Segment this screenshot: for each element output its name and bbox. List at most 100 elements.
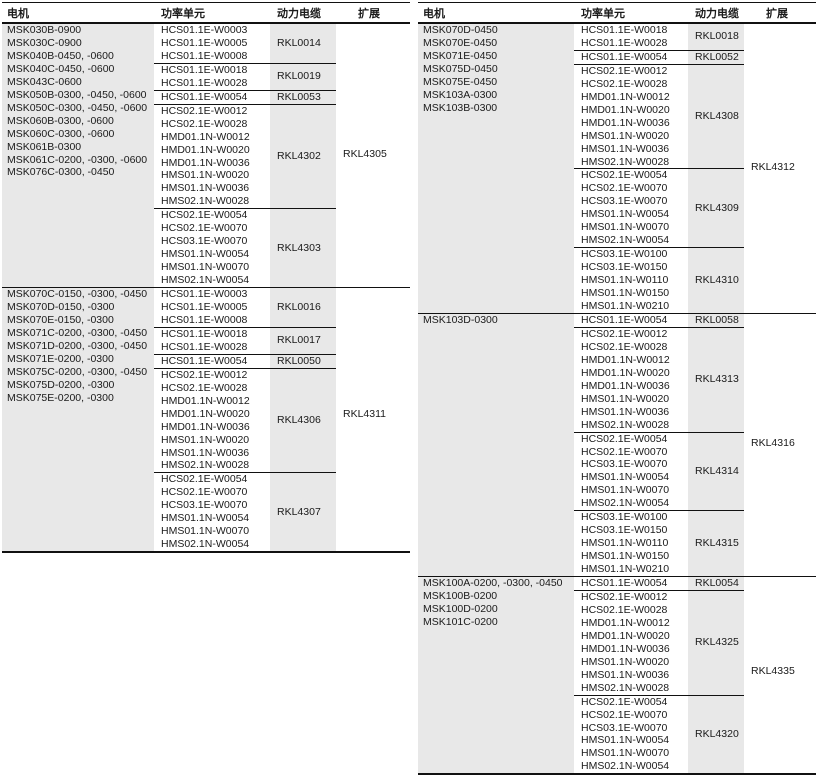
power-unit-model: HCS02.1E-W0028 xyxy=(581,603,668,616)
table-header: 电机 功率单元 动力电缆 扩展 xyxy=(418,2,816,24)
power-unit-model: HMD01.1N-W0012 xyxy=(161,130,250,143)
power-unit-cell: HCS03.1E-W0100 HCS03.1E-W0150 HMS01.1N-W01… xyxy=(574,511,688,576)
power-unit-model: HMS01.1N-W0036 xyxy=(581,668,670,681)
power-cable-cell: RKL0054 xyxy=(688,577,744,590)
motor-model: MSK076C-0300, -0450 xyxy=(7,166,115,179)
power-unit-model: HMS02.1N-W0028 xyxy=(161,459,250,472)
power-cable-cell: RKL4302 xyxy=(270,104,336,209)
motor-model: MSK043C-0600 xyxy=(7,75,82,88)
motor-model: MSK061C-0200, -0300, -0600 xyxy=(7,153,148,166)
power-unit-model: HMS01.1N-W0110 xyxy=(581,274,669,287)
power-unit-model: HCS01.1E-W0028 xyxy=(581,36,668,49)
power-unit-model: HCS03.1E-W0150 xyxy=(581,261,668,274)
power-unit-model: HMD01.1N-W0020 xyxy=(161,143,250,156)
power-unit-model: HMD01.1N-W0012 xyxy=(581,90,670,103)
power-unit-model: HMS01.1N-W0210 xyxy=(581,563,670,576)
power-unit-model: HCS02.1E-W0070 xyxy=(581,445,668,458)
power-unit-model: HMS01.1N-W0054 xyxy=(581,471,670,484)
power-unit-model: HCS02.1E-W0054 xyxy=(161,209,248,222)
power-unit-cell: HCS02.1E-W0054 HCS02.1E-W0070 HCS03.1E-W00… xyxy=(574,696,688,774)
power-unit-model: HMS01.1N-W0054 xyxy=(161,512,250,525)
motor-model: MSK100B-0200 xyxy=(423,589,498,602)
power-cable-label: RKL4309 xyxy=(695,201,739,214)
power-unit-model: HMD01.1N-W0020 xyxy=(581,629,670,642)
power-unit-cell: HCS02.1E-W0012 HCS02.1E-W0028 HMD01.1N-W00… xyxy=(154,105,270,209)
power-unit-model: HCS03.1E-W0150 xyxy=(581,524,668,537)
power-unit-model: HMS01.1N-W0110 xyxy=(581,537,669,550)
power-unit-model: HMS02.1N-W0054 xyxy=(161,538,250,551)
power-unit-group: HCS02.1E-W0012 HCS02.1E-W0028 HMD01.1N-W00… xyxy=(574,590,744,696)
power-unit-cell: HCS01.1E-W0054 xyxy=(574,314,688,327)
power-unit-cell: HCS02.1E-W0054 HCS02.1E-W0070 HCS03.1E-W00… xyxy=(154,209,270,287)
motor-cell: MSK070D-0450 MSK070E-0450 MSK071E-0450 MSK0… xyxy=(418,24,574,313)
power-unit-model: HCS02.1E-W0028 xyxy=(161,117,248,130)
power-unit-model: HMS01.1N-W0150 xyxy=(581,287,670,300)
power-cable-label: RKL0014 xyxy=(277,36,321,49)
motor-model: MSK075D-0450 xyxy=(423,62,498,75)
power-unit-group: HCS01.1E-W0003 HCS01.1E-W0005 HCS01.1E-W00… xyxy=(154,24,336,64)
power-unit-model: HCS01.1E-W0005 xyxy=(161,301,248,314)
power-unit-model: HMS01.1N-W0070 xyxy=(581,484,670,497)
power-unit-group: HCS01.1E-W0054 RKL0053 xyxy=(154,90,336,105)
power-unit-group: HCS02.1E-W0012 HCS02.1E-W0028 HMD01.1N-W00… xyxy=(574,64,744,170)
power-unit-groups: HCS01.1E-W0003 HCS01.1E-W0005 HCS01.1E-W00… xyxy=(154,24,336,288)
power-cable-cell: RKL0019 xyxy=(270,63,336,90)
extension-cell: RKL4305 xyxy=(336,24,410,287)
motor-model: MSK030C-0900 xyxy=(7,36,82,49)
power-cable-cell: RKL4313 xyxy=(688,327,744,432)
motor-model: MSK071E-0200, -0300 xyxy=(7,352,114,365)
power-cable-cell: RKL4308 xyxy=(688,64,744,169)
power-unit-model: HMD01.1N-W0020 xyxy=(581,366,670,379)
power-cable-label: RKL4306 xyxy=(277,414,321,427)
power-cable-label: RKL4320 xyxy=(695,727,739,740)
motor-model: MSK070D-0450 xyxy=(423,24,498,36)
power-cable-cell: RKL0018 xyxy=(688,24,744,50)
column-header-power-unit: 功率单元 xyxy=(161,7,205,20)
power-unit-model: HMS02.1N-W0054 xyxy=(581,234,670,247)
power-unit-model: HCS01.1E-W0054 xyxy=(581,577,668,590)
power-unit-group: HCS03.1E-W0100 HCS03.1E-W0150 HMS01.1N-W01… xyxy=(574,248,744,313)
power-unit-cell: HCS02.1E-W0054 HCS02.1E-W0070 HCS03.1E-W00… xyxy=(574,433,688,511)
power-unit-group: HCS02.1E-W0054 HCS02.1E-W0070 HCS03.1E-W00… xyxy=(574,169,744,249)
power-cable-cell: RKL4325 xyxy=(688,590,744,695)
power-unit-cell: HCS01.1E-W0018 HCS01.1E-W0028 xyxy=(154,64,270,90)
power-unit-model: HMD01.1N-W0036 xyxy=(581,642,670,655)
power-unit-model: HMS01.1N-W0070 xyxy=(581,221,670,234)
power-unit-model: HCS01.1E-W0028 xyxy=(161,340,248,353)
motor-model: MSK050B-0300, -0450, -0600 xyxy=(7,88,147,101)
power-unit-group: HCS01.1E-W0054 RKL0052 xyxy=(574,50,744,65)
power-unit-model: HCS01.1E-W0018 xyxy=(161,63,248,76)
power-unit-cell: HCS01.1E-W0054 xyxy=(154,91,270,104)
power-unit-group: HCS01.1E-W0018 HCS01.1E-W0028 RKL0017 xyxy=(154,327,336,355)
power-cable-label: RKL0016 xyxy=(277,301,321,314)
power-unit-model: HMS02.1N-W0028 xyxy=(581,155,670,168)
motor-group: MSK103D-0300 HCS01.1E-W0054 RKL0058 HCS02.1… xyxy=(418,312,816,577)
power-unit-group: HCS02.1E-W0054 HCS02.1E-W0070 HCS03.1E-W00… xyxy=(574,695,744,774)
motor-cell: MSK100A-0200, -0300, -0450 MSK100B-0200 MS… xyxy=(418,577,574,774)
power-unit-group: HCS01.1E-W0018 HCS01.1E-W0028 RKL0018 xyxy=(574,24,744,51)
power-unit-model: HMS01.1N-W0036 xyxy=(581,142,670,155)
power-unit-model: HCS01.1E-W0018 xyxy=(581,24,668,36)
power-cable-label: RKL0018 xyxy=(695,30,739,43)
motor-model: MSK070C-0150, -0300, -0450 xyxy=(7,288,148,301)
motor-model: MSK070D-0150, -0300 xyxy=(7,301,115,314)
motor-group: MSK030B-0900 MSK030C-0900 MSK040B-0450, -0… xyxy=(2,24,410,288)
power-unit-model: HCS02.1E-W0028 xyxy=(161,381,248,394)
power-unit-model: HCS01.1E-W0054 xyxy=(581,50,668,63)
power-unit-model: HCS02.1E-W0070 xyxy=(581,708,668,721)
power-unit-model: HCS03.1E-W0070 xyxy=(581,721,668,734)
extension-label: RKL4312 xyxy=(751,161,795,173)
motor-model: MSK075E-0450 xyxy=(423,75,498,88)
extension-label: RKL4305 xyxy=(343,148,387,160)
power-unit-model: HCS02.1E-W0054 xyxy=(161,473,248,486)
motor-model: MSK100A-0200, -0300, -0450 xyxy=(423,577,563,590)
power-cable-cell: RKL0053 xyxy=(270,90,336,104)
power-unit-cell: HCS01.1E-W0018 HCS01.1E-W0028 xyxy=(154,328,270,354)
power-unit-cell: HCS01.1E-W0003 HCS01.1E-W0005 HCS01.1E-W00… xyxy=(154,24,270,63)
power-unit-cell: HCS01.1E-W0054 xyxy=(574,577,688,590)
column-header-extension: 扩展 xyxy=(766,7,788,20)
motor-group: MSK070C-0150, -0300, -0450 MSK070D-0150, … xyxy=(2,287,410,552)
column-header-motor: 电机 xyxy=(423,7,445,20)
power-unit-cell: HCS02.1E-W0054 HCS02.1E-W0070 HCS03.1E-W00… xyxy=(574,169,688,247)
